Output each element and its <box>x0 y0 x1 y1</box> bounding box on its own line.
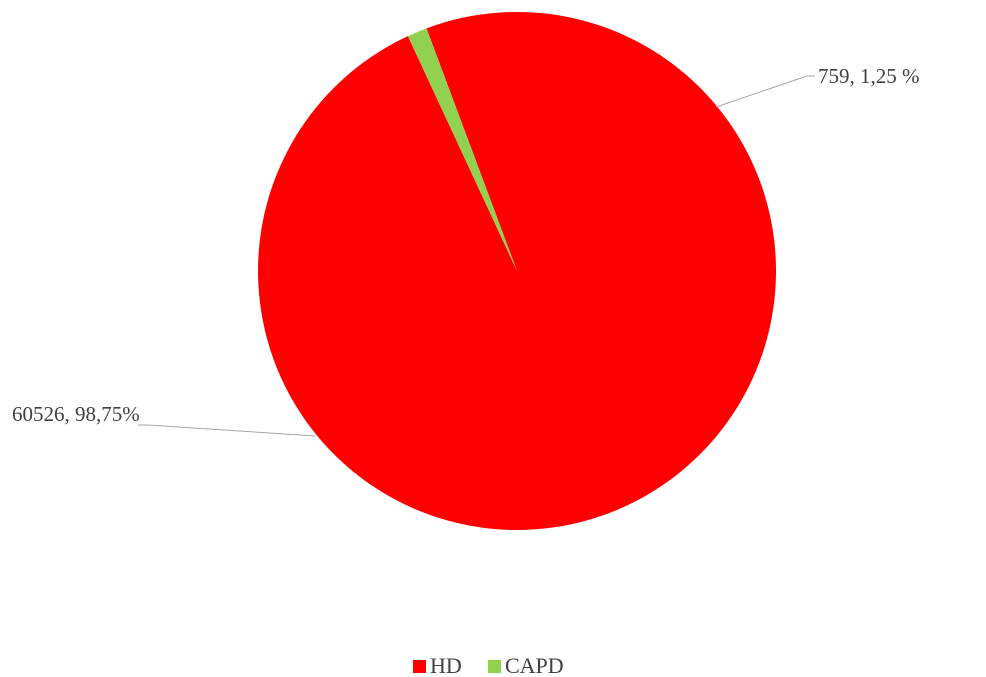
legend-swatch-capd <box>488 660 501 673</box>
data-label-capd: 759, 1,25 % <box>818 64 920 88</box>
legend-swatch-hd <box>413 660 426 673</box>
leader-line-capd <box>715 75 815 108</box>
legend-label-capd: CAPD <box>505 653 564 677</box>
legend: HD CAPD <box>413 653 564 677</box>
pie-slice-hd <box>258 11 777 530</box>
pie-slices <box>258 11 777 530</box>
leader-lines <box>138 75 815 437</box>
data-label-hd: 60526, 98,75% <box>12 402 140 426</box>
leader-line-hd <box>138 424 317 437</box>
pie-slice-capd <box>407 28 517 271</box>
legend-label-hd: HD <box>430 653 462 677</box>
